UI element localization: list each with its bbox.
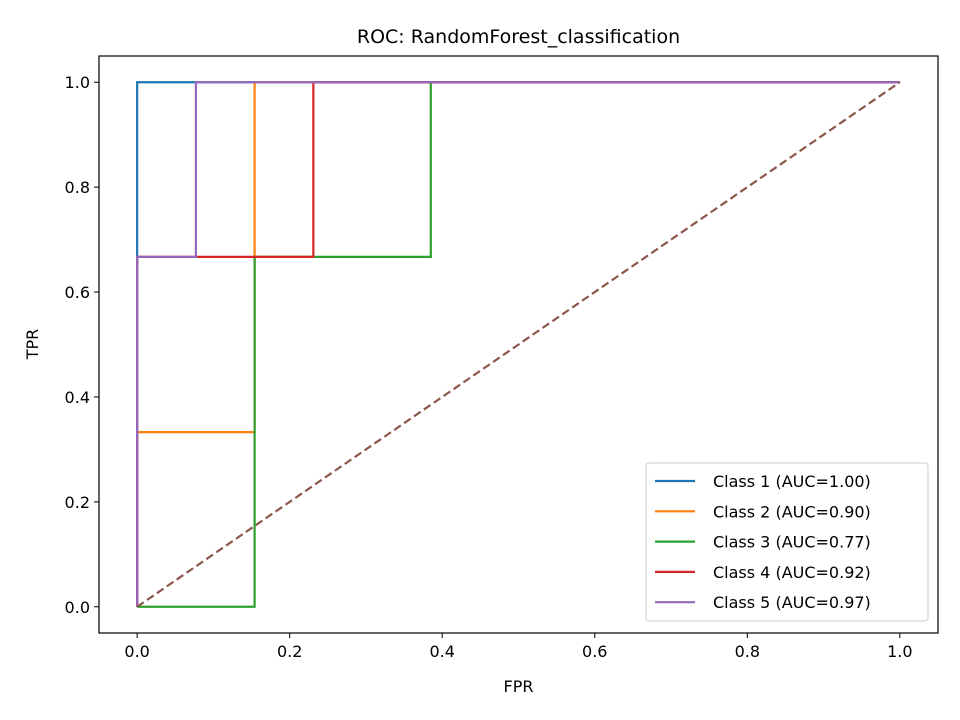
x-axis-label: FPR xyxy=(504,677,534,696)
x-axis: 0.0 0.2 0.4 0.6 0.8 1.0 xyxy=(124,633,913,661)
y-tick-label: 0.2 xyxy=(65,493,90,512)
y-tick-label: 1.0 xyxy=(65,73,90,92)
y-axis: 0.0 0.2 0.4 0.6 0.8 1.0 xyxy=(65,73,99,617)
chart-title: ROC: RandomForest_classification xyxy=(357,26,680,48)
x-tick-label: 0.4 xyxy=(430,642,455,661)
x-tick-label: 0.8 xyxy=(735,642,760,661)
series-line-class-5 xyxy=(136,81,900,607)
plot-frame xyxy=(98,55,939,634)
y-tick-label: 0.8 xyxy=(65,178,90,197)
y-tick-label: 0.4 xyxy=(65,388,90,407)
x-tick-label: 0.6 xyxy=(582,642,607,661)
legend-label-class-5: Class 5 (AUC=0.97) xyxy=(713,593,871,612)
plot-area xyxy=(98,55,939,634)
legend-label-class-3: Class 3 (AUC=0.77) xyxy=(713,533,871,552)
y-tick-label: 0.0 xyxy=(65,598,90,617)
diagonal-reference-line xyxy=(136,81,901,608)
x-tick-label: 1.0 xyxy=(887,642,912,661)
legend-label-class-1: Class 1 (AUC=1.00) xyxy=(713,472,871,491)
diagonal-layer xyxy=(136,81,901,608)
x-tick-label: 0.0 xyxy=(124,642,149,661)
legend: Class 1 (AUC=1.00) Class 2 (AUC=0.90) Clas… xyxy=(645,462,929,622)
x-tick-label: 0.2 xyxy=(277,642,302,661)
legend-label-class-2: Class 2 (AUC=0.90) xyxy=(713,502,871,521)
legend-label-class-4: Class 4 (AUC=0.92) xyxy=(713,563,871,582)
y-axis-label: TPR xyxy=(23,329,42,361)
series-layer xyxy=(136,81,900,608)
legend-box xyxy=(645,462,929,622)
y-tick-label: 0.6 xyxy=(65,283,90,302)
